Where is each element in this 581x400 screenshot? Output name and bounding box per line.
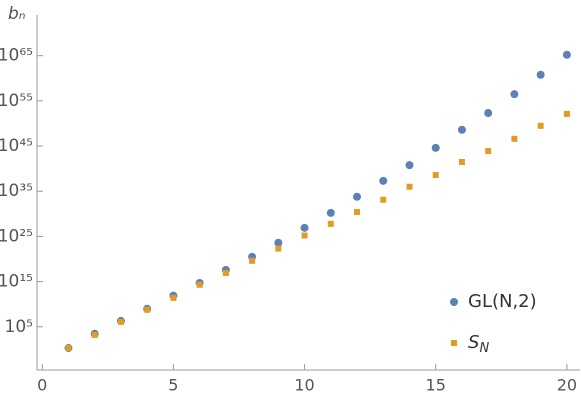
point xyxy=(431,143,440,152)
point xyxy=(485,148,492,155)
point xyxy=(301,232,308,239)
point xyxy=(432,171,439,178)
point xyxy=(510,90,519,99)
y-tick-label: 10²⁵ xyxy=(0,226,33,246)
point xyxy=(222,270,229,277)
y-tick-label: 10⁴⁵ xyxy=(0,136,33,156)
point xyxy=(65,345,72,352)
point xyxy=(458,158,465,165)
point xyxy=(511,135,518,142)
point xyxy=(457,125,466,134)
legend-marker xyxy=(450,298,458,306)
point xyxy=(300,223,309,232)
point xyxy=(563,110,570,117)
x-tick-label: 5 xyxy=(168,376,178,395)
point xyxy=(354,209,361,216)
y-tick-label: 10⁵ xyxy=(5,317,33,337)
point xyxy=(380,196,387,203)
legend-label: GL(N,2) xyxy=(468,291,537,312)
point xyxy=(144,306,151,313)
y-tick-label: 10⁵⁵ xyxy=(0,91,33,111)
point xyxy=(562,50,571,59)
y-tick-label: 10⁶⁵ xyxy=(0,46,33,66)
x-tick-label: 0 xyxy=(37,376,47,395)
y-tick-label: 10³⁵ xyxy=(0,181,33,201)
y-axis-label: bₙ xyxy=(8,4,26,24)
point xyxy=(536,70,545,79)
point xyxy=(405,161,414,170)
x-tick-label: 15 xyxy=(426,376,446,395)
point xyxy=(484,109,493,118)
point xyxy=(274,238,283,247)
point xyxy=(379,176,388,185)
point xyxy=(406,183,413,190)
x-tick-label: 20 xyxy=(557,376,577,395)
point xyxy=(91,331,98,338)
point xyxy=(117,318,124,325)
point xyxy=(170,294,177,301)
point xyxy=(537,122,544,129)
legend-label: SN xyxy=(468,332,489,356)
point xyxy=(196,281,203,288)
legend-marker xyxy=(451,340,457,346)
point xyxy=(353,192,362,201)
point xyxy=(275,245,282,252)
point xyxy=(327,220,334,227)
y-tick-label: 10¹⁵ xyxy=(0,272,33,292)
point xyxy=(249,257,256,264)
point xyxy=(326,208,335,217)
x-tick-label: 10 xyxy=(294,376,314,395)
